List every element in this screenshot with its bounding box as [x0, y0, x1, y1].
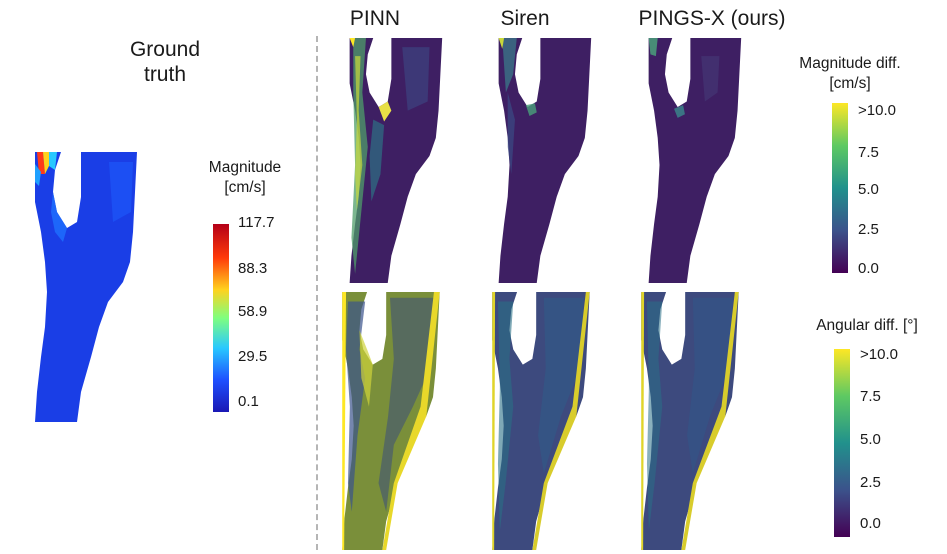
pinn-magnitude-diff-map [349, 38, 443, 283]
magnitude-diff-title-line2: [cm/s] [829, 75, 871, 92]
angular-diff-tick-1: 7.5 [860, 388, 881, 405]
magnitude-colorbar [213, 224, 229, 412]
magnitude-diff-tick-2: 5.0 [858, 181, 879, 198]
ground-truth-title-line1: Ground [129, 38, 201, 61]
column-title-pinn: PINN [349, 7, 401, 30]
magnitude-tick-4: 0.1 [238, 393, 259, 410]
angular-diff-tick-3: 2.5 [860, 474, 881, 491]
column-title-pings-x: PINGS-X (ours) [638, 7, 786, 30]
magnitude-diff-tick-0: >10.0 [858, 102, 896, 119]
magnitude-tick-0: 117.7 [238, 214, 275, 231]
column-title-siren: Siren [500, 7, 550, 30]
magnitude-diff-tick-3: 2.5 [858, 221, 879, 238]
magnitude-colorbar-title: Magnitude [cm/s] [185, 158, 305, 198]
ground-truth-title-line2: truth [143, 63, 187, 86]
angular-diff-colorbar-title: Angular diff. [°] [816, 317, 918, 334]
magnitude-diff-colorbar-title: Magnitude diff. [cm/s] [780, 54, 920, 94]
angular-diff-tick-2: 5.0 [860, 431, 881, 448]
pings-x-angular-diff-map [641, 292, 739, 550]
magnitude-title-line1: Magnitude [208, 159, 282, 176]
pinn-angular-diff-map [342, 292, 440, 550]
angular-diff-colorbar [834, 349, 850, 537]
magnitude-diff-tick-1: 7.5 [858, 144, 879, 161]
section-divider [316, 36, 318, 550]
ground-truth-vessel [35, 152, 137, 422]
siren-magnitude-diff-map [498, 38, 592, 283]
magnitude-diff-title-line1: Magnitude diff. [799, 55, 901, 72]
pings-x-magnitude-diff-map [648, 38, 742, 283]
magnitude-tick-2: 58.9 [238, 303, 268, 320]
magnitude-tick-1: 88.3 [238, 260, 268, 277]
ground-truth-title: Ground truth [115, 37, 215, 87]
angular-diff-tick-0: >10.0 [860, 346, 898, 363]
angular-diff-tick-4: 0.0 [860, 515, 881, 532]
magnitude-tick-3: 29.5 [238, 348, 268, 365]
magnitude-diff-tick-4: 0.0 [858, 260, 879, 277]
magnitude-diff-colorbar [832, 103, 848, 273]
magnitude-title-line2: [cm/s] [224, 179, 266, 196]
siren-angular-diff-map [492, 292, 590, 550]
